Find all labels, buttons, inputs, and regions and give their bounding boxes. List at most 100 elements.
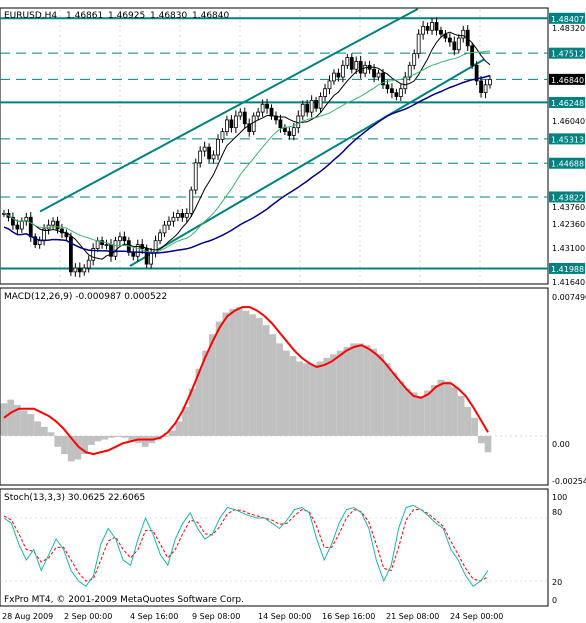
candle-body (207, 146, 212, 160)
macd-histogram-bar (20, 410, 28, 436)
macd-histogram-bar (235, 307, 243, 436)
macd-histogram-bar (188, 388, 196, 436)
candle-body (421, 25, 426, 35)
candle-body (416, 33, 421, 55)
macd-histogram-bar (377, 354, 384, 436)
candle-body (488, 78, 492, 86)
candle-body (131, 251, 136, 257)
stoch-tick: 80 (552, 508, 562, 517)
macd-histogram-bar (330, 354, 337, 436)
macd-histogram-bar (343, 346, 351, 436)
candle-body (376, 72, 381, 78)
macd-histogram-bar (175, 421, 183, 436)
ma-mid-line (3, 50, 491, 254)
macd-signal-line (3, 306, 489, 456)
macd-histogram-bar (256, 317, 263, 436)
candle-body (461, 29, 466, 39)
candle-body (238, 111, 243, 117)
candle-body (149, 251, 154, 265)
candle-body (349, 57, 354, 70)
price-tick: 1.42360 (552, 220, 585, 229)
candle-body (86, 259, 91, 269)
candle-body (11, 216, 15, 226)
candle-body (381, 72, 385, 86)
time-tick: 2 Sep 00:00 (64, 612, 112, 621)
macd-histogram-bar (457, 395, 465, 436)
price-tick: 1.48320 (552, 24, 585, 33)
macd-histogram-bar (215, 321, 223, 436)
candle-body (403, 76, 408, 90)
macd-histogram-bar (74, 435, 82, 460)
level-price-box (549, 73, 585, 85)
time-tick: 9 Sep 08:00 (192, 612, 240, 621)
candle-body (354, 61, 359, 70)
time-tick: 4 Sep 16:00 (130, 612, 178, 621)
macd-histogram-bar (47, 432, 55, 436)
macd-histogram-bar (316, 361, 324, 436)
macd-histogram-bar (14, 405, 21, 436)
macd-tick: -0.00254 (552, 477, 586, 486)
candle-body (398, 88, 403, 97)
candle-body (211, 154, 216, 160)
macd-histogram-bar (451, 386, 458, 436)
candle-body (394, 92, 399, 97)
stoch-pane[interactable] (0, 488, 549, 607)
candle-body (287, 131, 292, 136)
macd-histogram-bar (309, 365, 317, 436)
macd-histogram-bar (424, 390, 431, 436)
macd-histogram-bar (222, 312, 230, 436)
candle-body (189, 189, 194, 214)
candle-body (483, 84, 488, 94)
time-tick: 21 Sep 08:00 (386, 612, 439, 621)
level-price-label: 1.46248 (551, 99, 584, 108)
macd-histogram-bar (229, 308, 236, 436)
level-price-label: 1.43822 (551, 193, 584, 202)
macd-tick: 0.00 (552, 440, 570, 449)
price-tick: 1.46040 (552, 117, 585, 126)
candle-body (336, 72, 341, 78)
candle-body (425, 25, 430, 31)
macd-histogram-bar (276, 343, 283, 436)
price-pane[interactable] (0, 7, 549, 285)
candle-body (68, 236, 73, 273)
macd-histogram-bar (437, 379, 445, 436)
stoch-tick: 20 (552, 578, 562, 587)
stoch-label: Stoch(13,3,3) 30.0625 22.6065 (4, 493, 145, 503)
candle-body (95, 240, 100, 249)
candle-body (100, 240, 104, 245)
candle-body (202, 146, 207, 152)
candle-body (33, 236, 38, 245)
macd-histogram-bar (40, 426, 48, 436)
macd-histogram-bar (27, 414, 35, 436)
candle-body (479, 80, 483, 94)
macd-histogram-bar (269, 334, 277, 436)
ohlc-low: 1.46830 (150, 11, 187, 21)
macd-histogram-bar (336, 350, 344, 436)
candle-body (309, 100, 314, 113)
macd-histogram-bar (430, 385, 438, 436)
candle-body (474, 64, 479, 82)
candle-body (296, 115, 301, 129)
candle-body (372, 68, 376, 78)
macd-label: MACD(12,26,9) -0.000987 0.000522 (4, 292, 167, 302)
time-tick: 24 Sep 00:00 (450, 612, 503, 621)
candle-body (225, 119, 229, 132)
macd-histogram-bar (282, 350, 290, 436)
macd-histogram-bar (81, 435, 89, 455)
channel-lower (129, 58, 485, 267)
candle-body (242, 111, 247, 125)
candle-body (184, 213, 189, 218)
candle-body (91, 248, 96, 261)
macd-histogram-bar (195, 368, 203, 436)
macd-histogram-bar (444, 381, 452, 436)
candle-body (390, 88, 394, 94)
candle-body (24, 216, 29, 222)
macd-histogram-bar (323, 357, 331, 436)
candle-body (278, 119, 283, 129)
candle-body (412, 53, 417, 66)
price-tick: 1.43100 (552, 244, 585, 253)
candle-body (251, 115, 256, 132)
candle-body (198, 150, 203, 164)
macd-histogram-bar (242, 310, 250, 436)
